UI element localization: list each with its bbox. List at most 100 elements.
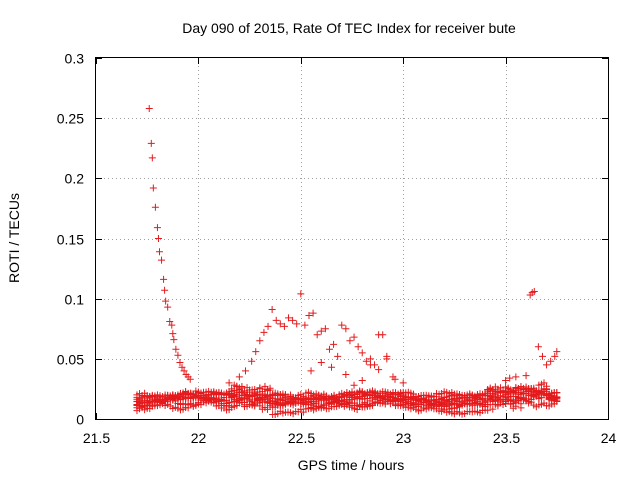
data-point: [342, 325, 350, 333]
data-point: [328, 363, 336, 371]
data-point: [158, 256, 166, 264]
data-point: [383, 355, 391, 363]
data-point: [248, 357, 256, 365]
band-point: [504, 393, 512, 401]
y-tick-label: 0.2: [65, 171, 85, 187]
data-point: [148, 154, 156, 162]
data-point: [174, 351, 182, 359]
band-point: [240, 401, 248, 409]
band-point: [233, 393, 241, 401]
data-point: [502, 376, 510, 384]
data-point: [164, 303, 172, 311]
data-point: [268, 305, 276, 313]
data-point: [186, 375, 194, 383]
data-point: [168, 321, 176, 329]
data-point: [375, 366, 383, 374]
band-point: [261, 385, 269, 393]
data-point: [176, 358, 184, 366]
band-point: [230, 403, 238, 411]
data-point: [342, 370, 350, 378]
data-point: [162, 297, 170, 305]
y-tick-label: 0.3: [65, 51, 85, 67]
x-tick-label: 22.5: [288, 430, 315, 446]
data-point: [161, 286, 169, 294]
data-point: [170, 336, 178, 344]
data-point: [151, 203, 159, 211]
data-point: [379, 331, 387, 339]
band-point: [537, 393, 545, 401]
x-tick-label: 23: [396, 430, 412, 446]
data-point: [180, 367, 188, 375]
data-point: [225, 379, 233, 387]
band-point: [481, 390, 489, 398]
band-point: [264, 405, 272, 413]
band-point: [148, 393, 156, 401]
data-point: [543, 361, 551, 369]
data-point: [350, 333, 358, 341]
data-point: [169, 330, 177, 338]
data-point: [153, 224, 161, 232]
data-point: [551, 352, 559, 360]
data-point: [391, 375, 399, 383]
band-point: [207, 394, 215, 402]
band-point: [514, 396, 522, 404]
y-tick-label: 0: [76, 412, 84, 428]
band-point: [233, 383, 241, 391]
band-point: [225, 399, 233, 407]
data-point: [256, 337, 264, 345]
x-tick-label: 24: [601, 430, 617, 446]
data-point: [547, 357, 555, 365]
data-points: [133, 105, 561, 418]
data-point: [354, 343, 362, 351]
data-point: [334, 352, 342, 360]
band-point: [235, 389, 243, 397]
data-point: [307, 367, 315, 375]
band-point: [256, 385, 264, 393]
plot-frame: [95, 57, 609, 420]
data-point: [522, 372, 530, 380]
y-tick-label: 0.1: [65, 292, 85, 308]
band-point: [481, 399, 489, 407]
data-point: [553, 348, 561, 356]
y-axis-label: ROTI / TECUs: [6, 193, 22, 283]
data-point: [172, 345, 180, 353]
grid-layer: [96, 58, 608, 419]
band-point: [553, 396, 561, 404]
band-point: [230, 387, 238, 395]
data-point: [285, 314, 293, 322]
axes: [95, 57, 609, 420]
band-point: [266, 386, 274, 394]
data-point: [506, 374, 514, 382]
band-point: [381, 395, 389, 403]
data-point: [235, 373, 243, 381]
x-axis-label: GPS time / hours: [298, 457, 405, 473]
data-point: [534, 343, 542, 351]
data-point: [538, 352, 546, 360]
data-point: [309, 309, 317, 317]
data-point: [317, 358, 325, 366]
band-point: [494, 402, 502, 410]
band-point: [489, 405, 497, 413]
x-tick-label: 22: [191, 430, 207, 446]
band-point: [489, 394, 497, 402]
data-point: [399, 379, 407, 387]
band-point: [496, 384, 504, 392]
band-point: [473, 394, 481, 402]
band-point: [240, 387, 248, 395]
data-point: [293, 320, 301, 328]
x-tick-label: 21.5: [83, 430, 110, 446]
data-point: [272, 316, 280, 324]
data-point: [166, 318, 174, 326]
band-point: [251, 402, 259, 410]
data-point: [317, 327, 325, 335]
data-point: [145, 105, 153, 113]
data-point: [297, 290, 305, 298]
band-point: [287, 391, 295, 399]
data-point: [301, 321, 309, 329]
data-point: [366, 361, 374, 369]
data-point: [276, 320, 284, 328]
chart-title: Day 090 of 2015, Rate Of TEC Index for r…: [182, 20, 516, 36]
band-point: [502, 388, 510, 396]
data-point: [280, 322, 288, 330]
